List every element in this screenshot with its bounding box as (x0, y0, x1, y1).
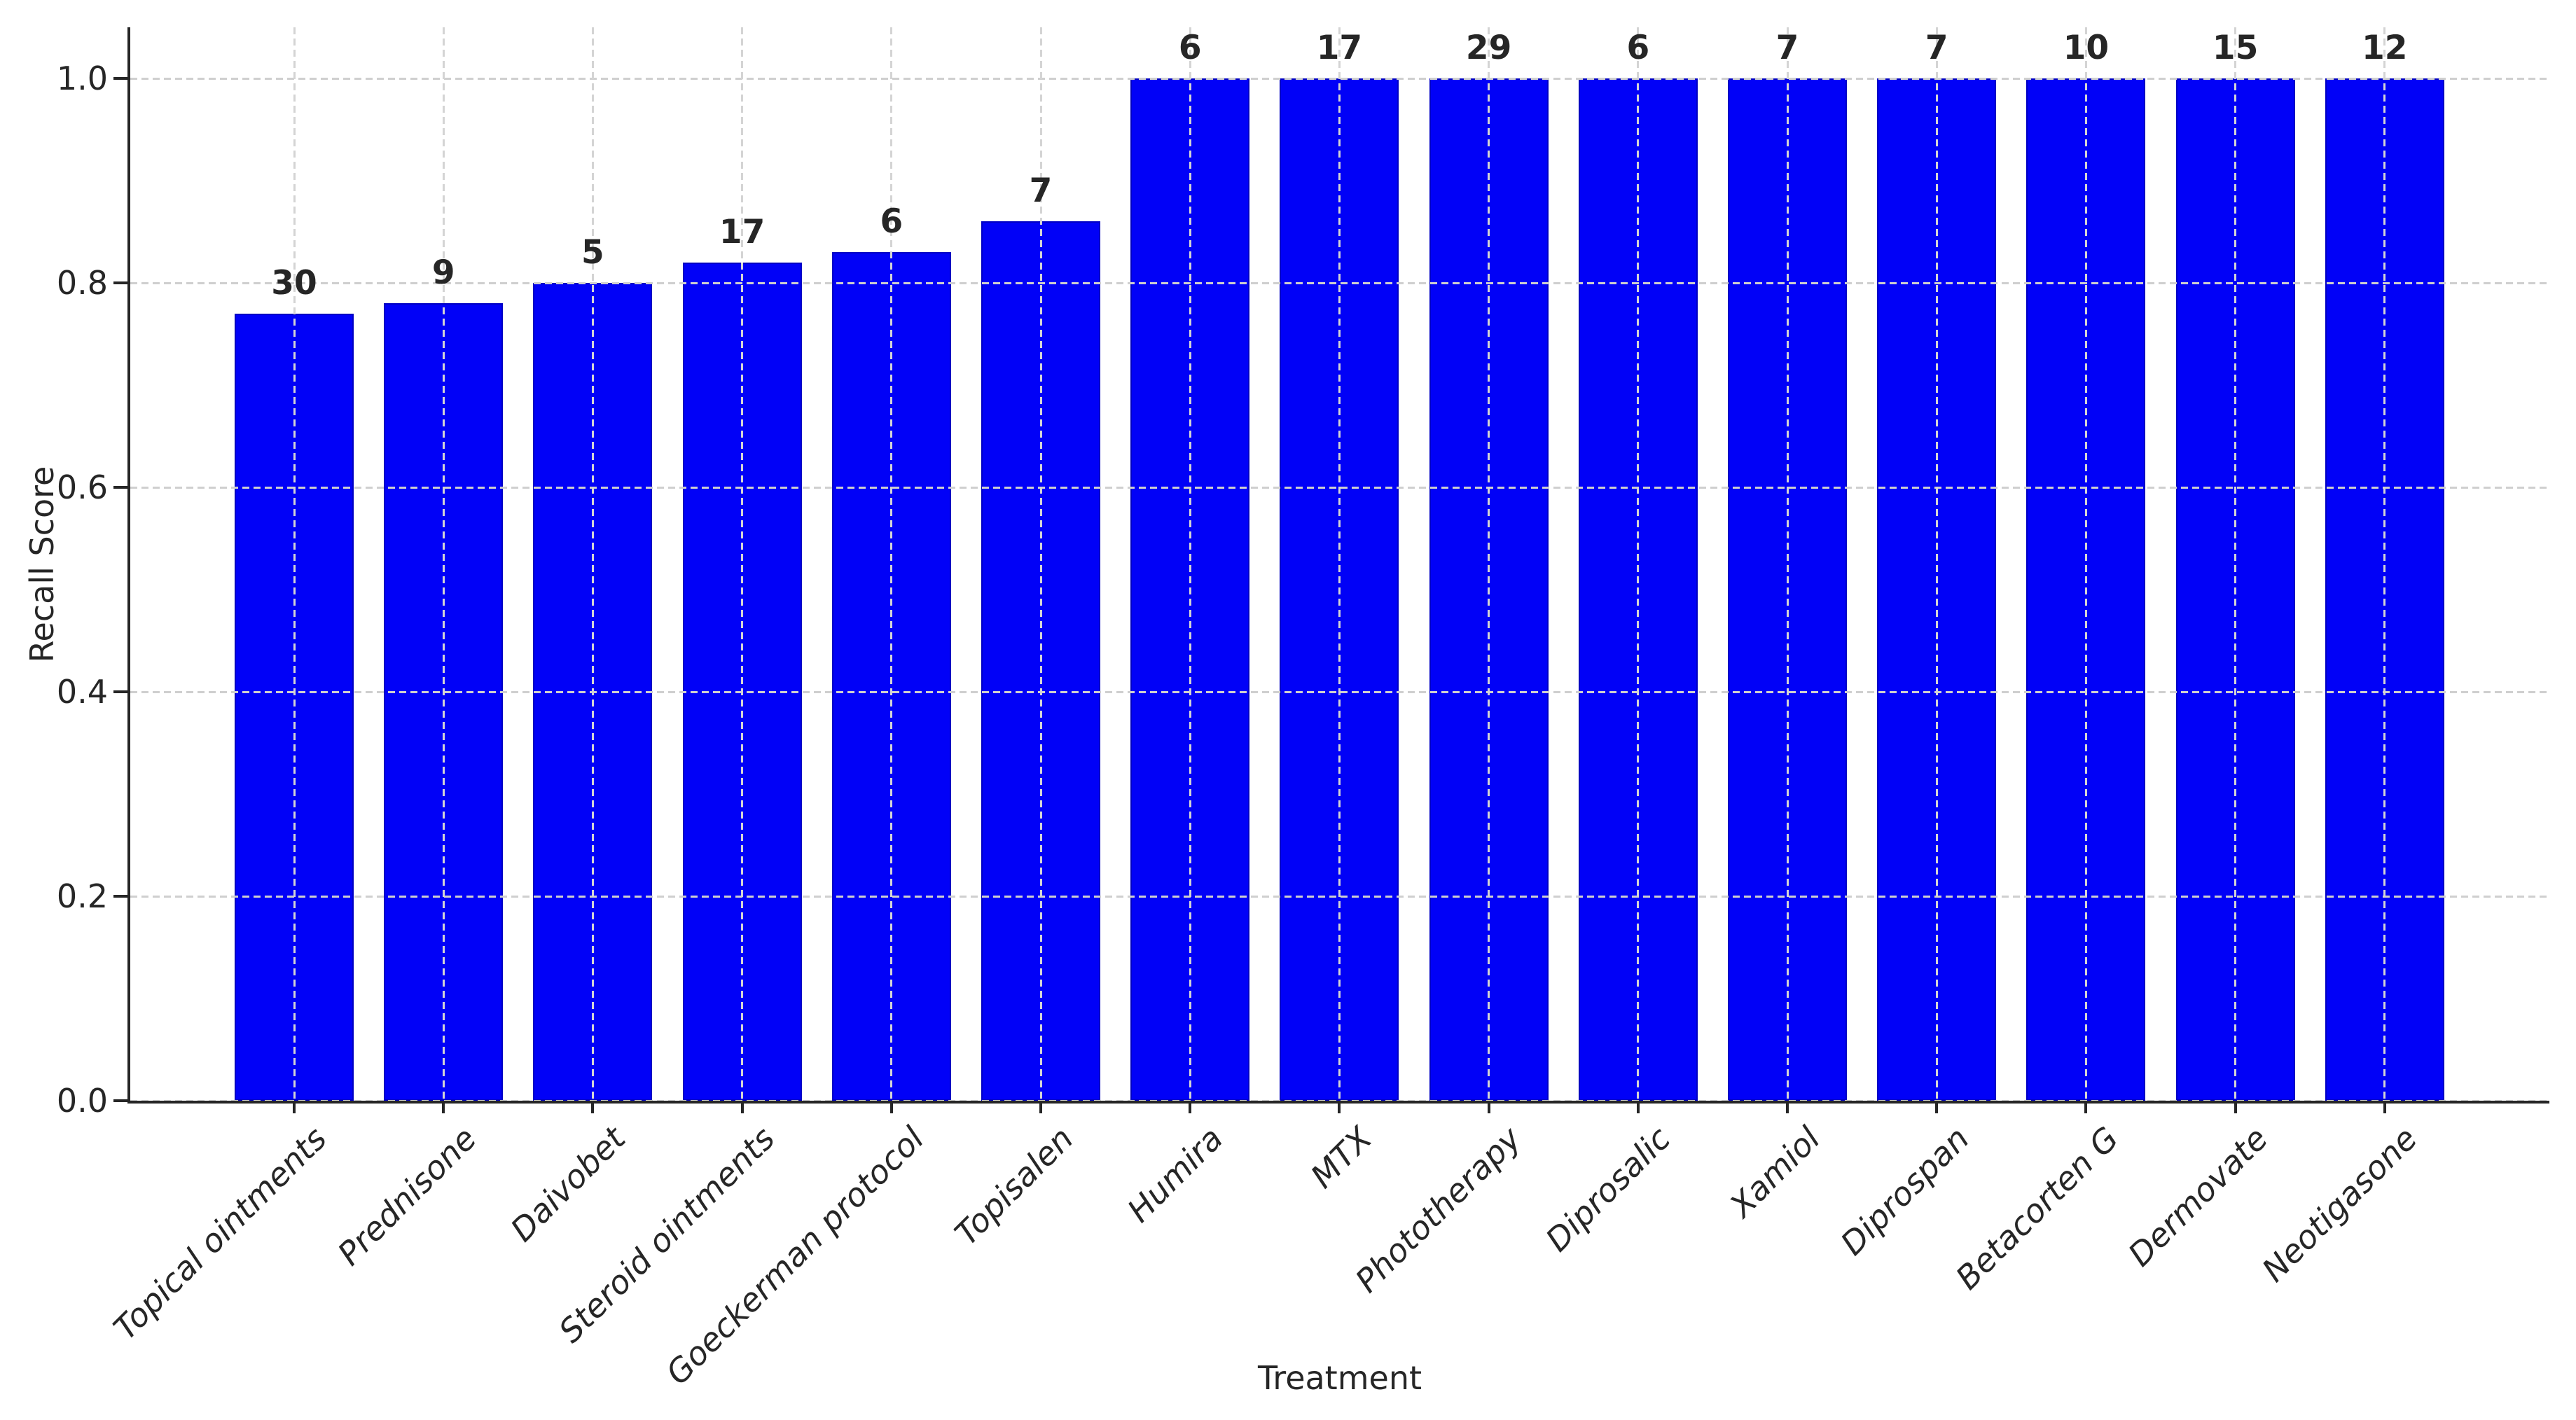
bar-value-label: 17 (719, 212, 766, 251)
x-tick-mark (1189, 1101, 1192, 1113)
gridline-vertical (591, 27, 594, 1101)
bar-value-label: 15 (2212, 29, 2259, 67)
bar-value-label: 5 (581, 233, 604, 272)
y-tick-label: 0.8 (56, 264, 108, 302)
y-tick-mark (113, 281, 127, 284)
x-tick-label: Prednisone (330, 1119, 484, 1273)
x-tick-mark (1935, 1101, 1939, 1113)
x-tick-label: Topical ointments (106, 1119, 334, 1347)
y-tick-mark (113, 486, 127, 489)
y-tick-mark (113, 690, 127, 693)
bar-value-label: 6 (880, 202, 903, 242)
gridline-vertical (2084, 27, 2087, 1101)
gridline-vertical (890, 27, 893, 1101)
gridline-vertical (442, 27, 445, 1101)
x-tick-mark (740, 1101, 744, 1113)
x-tick-label: Daivobet (503, 1119, 633, 1249)
gridline-vertical (741, 27, 744, 1101)
gridline-vertical (1338, 27, 1341, 1101)
bar-value-label: 7 (1775, 29, 1799, 67)
y-tick-label: 1.0 (56, 60, 108, 97)
gridline-vertical (2383, 27, 2386, 1101)
x-tick-mark (293, 1101, 296, 1113)
x-tick-mark (2383, 1101, 2386, 1113)
x-tick-label: Neotigasone (2255, 1119, 2425, 1289)
y-tick-label: 0.0 (56, 1082, 108, 1120)
x-tick-label: Xamiol (1722, 1119, 1827, 1225)
x-axis-title: Treatment (1257, 1359, 1422, 1397)
bar-value-label: 10 (2063, 29, 2110, 67)
gridline-vertical (2234, 27, 2237, 1101)
y-tick-mark (113, 895, 127, 898)
x-tick-mark (1338, 1101, 1341, 1113)
bar-value-label: 17 (1316, 29, 1363, 67)
bar-value-label: 6 (1626, 29, 1650, 67)
x-tick-label: Humira (1119, 1119, 1231, 1230)
x-tick-mark (2234, 1101, 2237, 1113)
x-tick-mark (1039, 1101, 1042, 1113)
x-tick-label: Dermovate (2121, 1119, 2276, 1274)
x-tick-mark (2084, 1101, 2088, 1113)
bar-value-label: 12 (2362, 29, 2408, 67)
y-tick-label: 0.6 (56, 468, 108, 506)
gridline-vertical (1039, 27, 1042, 1101)
gridline-vertical (1189, 27, 1191, 1101)
gridline-vertical (1637, 27, 1640, 1101)
x-tick-mark (442, 1101, 445, 1113)
y-tick-label: 0.2 (56, 877, 108, 915)
gridline-vertical (1786, 27, 1789, 1101)
bar-value-label: 29 (1465, 29, 1512, 67)
y-tick-label: 0.4 (56, 673, 108, 711)
bar-value-label: 7 (1925, 29, 1948, 67)
y-axis-line (127, 27, 130, 1104)
gridline-vertical (1488, 27, 1490, 1101)
x-tick-label: Topisalen (947, 1119, 1081, 1253)
x-tick-mark (1487, 1101, 1490, 1113)
x-tick-label: Diprospan (1833, 1119, 1977, 1263)
x-tick-mark (1636, 1101, 1640, 1113)
x-tick-label: Diprosalic (1538, 1119, 1678, 1259)
x-tick-mark (591, 1101, 595, 1113)
gridline-vertical (1935, 27, 1938, 1101)
bar-value-label: 6 (1178, 29, 1202, 67)
bar-value-label: 9 (431, 253, 455, 293)
x-tick-mark (1786, 1101, 1789, 1113)
y-tick-mark (113, 77, 127, 80)
bar-value-label: 7 (1029, 172, 1053, 211)
x-tick-mark (889, 1101, 893, 1113)
gridline-vertical (293, 27, 296, 1101)
x-tick-label: Goeckerman protocol (658, 1119, 932, 1393)
y-tick-mark (113, 1099, 127, 1102)
x-tick-label: MTX (1303, 1119, 1380, 1196)
bar-value-label: 30 (271, 263, 317, 302)
